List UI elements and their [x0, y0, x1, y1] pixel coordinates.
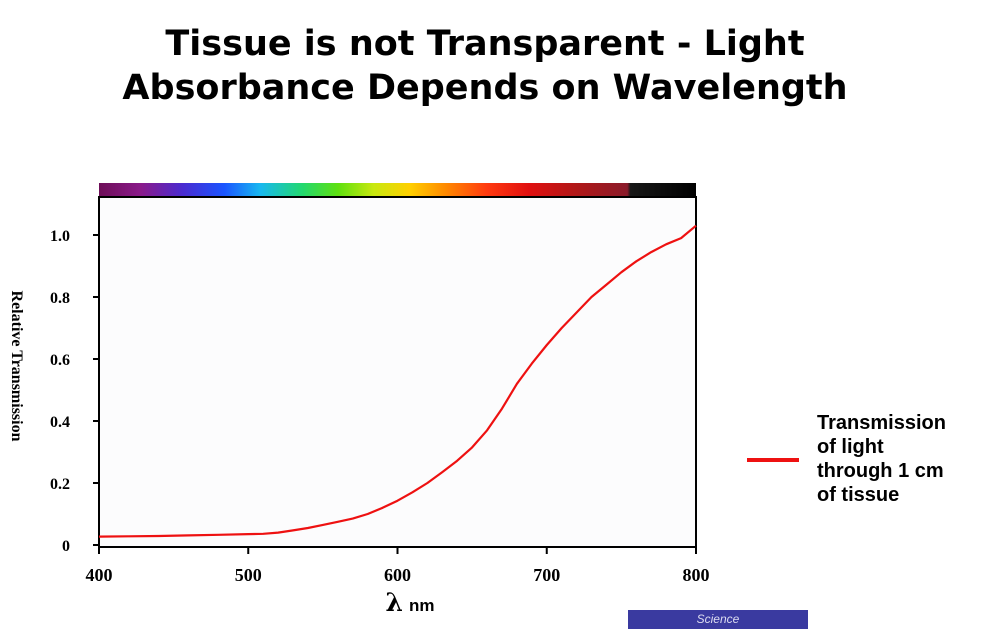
x-tick-label: 600	[384, 565, 411, 585]
x-tick-label: 400	[86, 565, 113, 585]
x-tick-label: 700	[533, 565, 560, 585]
chart-title-line-1: Tissue is not Transparent - Light	[165, 24, 805, 64]
y-axis-label: Relative Transmission	[8, 291, 25, 442]
y-tick-label: 0.2	[50, 476, 70, 493]
x-tick-label: 800	[683, 565, 710, 585]
x-axis-ticks: 400 500 600 700 800	[86, 547, 710, 585]
legend-swatch	[747, 458, 799, 462]
legend-line-4: of tissue	[817, 484, 900, 506]
y-tick-label: 0.4	[50, 414, 70, 431]
transmission-line	[98, 224, 697, 538]
x-axis-label-unit: nm	[409, 596, 435, 615]
chart-title: Tissue is not Transparent - Light Absorb…	[0, 22, 970, 110]
y-tick-label: 1.0	[50, 228, 70, 245]
legend-label: Transmission of light through 1 cm of ti…	[817, 411, 987, 507]
x-axis-label-symbol: λ	[385, 588, 403, 617]
spectrum-bar	[99, 183, 696, 197]
x-tick-label: 500	[235, 565, 262, 585]
y-axis-ticks: 0 0.2 0.4 0.6 0.8 1.0	[50, 228, 99, 555]
legend-line-1: Transmission	[817, 412, 946, 434]
legend-line-3: through 1 cm	[817, 460, 944, 482]
y-tick-label: 0	[62, 538, 70, 555]
x-axis-label: λ nm	[385, 588, 434, 617]
source-badge: Science	[628, 610, 808, 629]
plot-area	[98, 196, 697, 548]
legend: Transmission of light through 1 cm of ti…	[745, 411, 985, 526]
chart-title-line-2: Absorbance Depends on Wavelength	[122, 68, 848, 108]
y-tick-label: 0.8	[50, 290, 70, 307]
legend-line-2: of light	[817, 436, 884, 458]
y-tick-label: 0.6	[50, 352, 70, 369]
